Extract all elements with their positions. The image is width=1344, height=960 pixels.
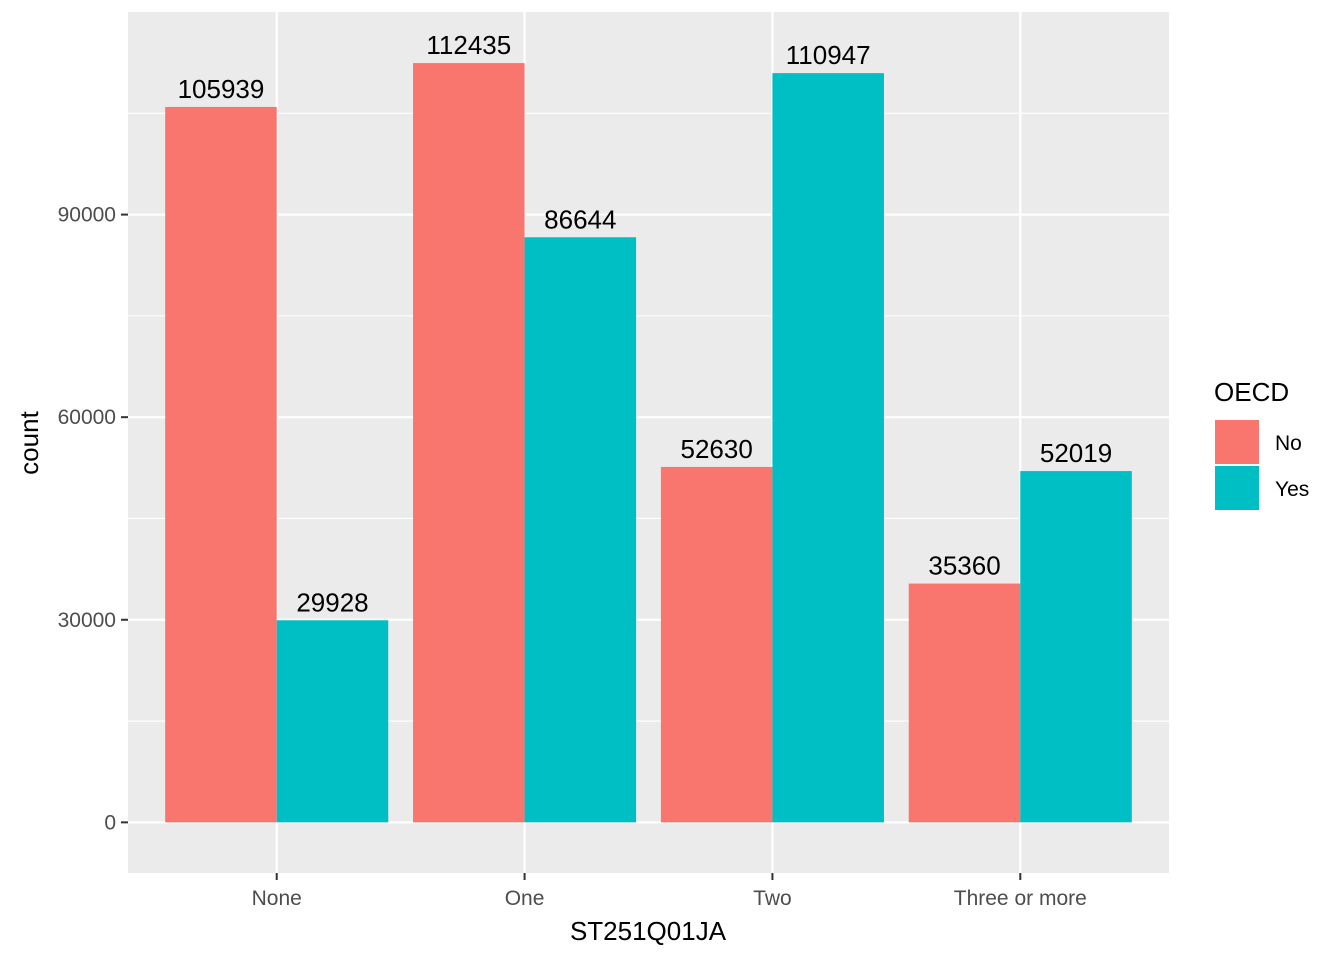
data-label: 110947 — [786, 40, 871, 70]
bar-yes-two — [772, 73, 884, 823]
data-label: 86644 — [544, 204, 616, 234]
legend-key-no — [1215, 420, 1259, 464]
bar-no-none — [165, 106, 277, 823]
x-axis: None One Two Three or more — [252, 873, 1087, 910]
data-label: 52630 — [681, 434, 753, 464]
bar-no-two — [660, 466, 773, 823]
bar-yes-none — [276, 620, 389, 823]
x-tick-label: One — [505, 887, 545, 910]
y-tick-label: 0 — [104, 811, 116, 834]
x-tick-label: None — [252, 887, 302, 910]
x-tick-label: Two — [753, 887, 792, 910]
y-tick-label: 90000 — [58, 204, 116, 227]
data-labels: 105939 112435 52630 35360 29928 86644 110947 52… — [178, 30, 1113, 617]
data-label: 105939 — [178, 74, 265, 104]
bar-no-one — [413, 63, 525, 823]
data-label: 35360 — [928, 551, 1000, 581]
data-label: 112435 — [426, 30, 511, 60]
bars — [165, 63, 1132, 823]
y-tick-label: 60000 — [58, 406, 116, 429]
legend-title: OECD — [1214, 377, 1289, 407]
x-tick-label: Three or more — [954, 887, 1087, 910]
y-axis: 0 30000 60000 90000 — [58, 204, 128, 834]
data-label: 52019 — [1040, 438, 1112, 468]
legend-label-yes: Yes — [1275, 478, 1309, 501]
bar-yes-one — [524, 237, 637, 823]
legend: OECD No Yes — [1214, 377, 1309, 510]
y-axis-title: count — [14, 410, 44, 474]
data-label: 29928 — [296, 587, 368, 617]
bar-no-three-or-more — [908, 583, 1021, 823]
legend-key-yes — [1215, 466, 1259, 510]
x-axis-title: ST251Q01JA — [570, 916, 727, 946]
bar-yes-three-or-more — [1020, 471, 1132, 823]
legend-label-no: No — [1275, 432, 1302, 455]
y-tick-label: 30000 — [58, 609, 116, 632]
